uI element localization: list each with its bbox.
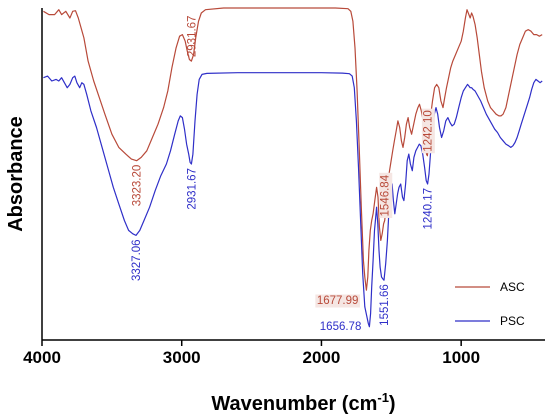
peak-label-text: 1546.84	[380, 174, 392, 216]
peak-label-text: 1656.78	[320, 321, 362, 333]
x-axis-title-tail: )	[389, 393, 396, 415]
peak-label-text: 2931.67	[186, 16, 198, 58]
peak-label-text: 3323.20	[132, 165, 144, 207]
peak-label-asc-2931-67: 2931.67	[186, 16, 198, 58]
peak-label-asc-1546-84: 1546.84	[379, 172, 393, 218]
x-axis-title: Wavenumber (cm-1)	[211, 390, 395, 415]
peak-label-psc-3327-06: 3327.06	[131, 239, 143, 281]
peak-label-text: 1242.10	[422, 110, 434, 152]
peak-label-text: 2931.67	[186, 168, 198, 210]
legend-label-psc: PSC	[500, 314, 525, 328]
x-axis-ticks: 4000 3000 2000 1000	[23, 340, 480, 367]
series-line-asc	[43, 7, 543, 291]
peak-label-box	[315, 294, 360, 308]
legend: ASC PSC	[455, 280, 525, 328]
peak-label-psc-1240-17: 1240.17	[423, 188, 435, 230]
x-axis-title-main: Wavenumber (cm	[211, 393, 377, 415]
series-line-psc	[43, 72, 543, 328]
peak-label-text: 3327.06	[131, 239, 143, 281]
peak-label-asc-1242-10: 1242.10	[421, 108, 435, 154]
x-tick-label-1000: 1000	[442, 348, 480, 367]
peak-label-box	[379, 172, 393, 218]
peak-label-text: 1677.99	[317, 295, 359, 307]
peak-label-text: 1240.17	[423, 188, 435, 230]
peak-label-box	[421, 108, 435, 154]
y-axis-title: Absorbance	[5, 116, 27, 232]
peak-label-text: 1551.66	[379, 284, 391, 326]
legend-label-asc: ASC	[500, 280, 525, 294]
peak-label-asc-3323-20: 3323.20	[132, 165, 144, 207]
peak-label-psc-2931-67: 2931.67	[186, 168, 198, 210]
x-tick-label-2000: 2000	[303, 348, 341, 367]
x-tick-label-4000: 4000	[23, 348, 61, 367]
peak-label-psc-1656-78: 1656.78	[320, 321, 362, 333]
x-axis-title-sup: -1	[377, 390, 389, 405]
x-tick-label-3000: 3000	[163, 348, 201, 367]
plot-area	[43, 7, 543, 328]
peak-label-asc-1677-99: 1677.99	[315, 294, 360, 308]
peak-annotations: 3323.20 2931.67 1677.99 1546.84 1242.10 3327.…	[131, 16, 435, 333]
peak-label-psc-1551-66: 1551.66	[379, 284, 391, 326]
